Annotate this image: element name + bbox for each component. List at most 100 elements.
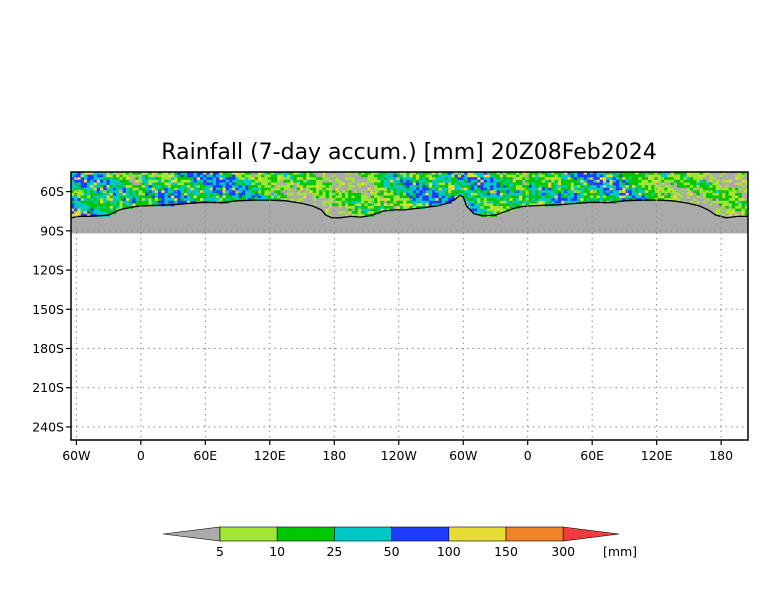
rainfall-cell — [557, 187, 562, 191]
rainfall-cell — [483, 195, 488, 199]
rainfall-cell — [435, 177, 439, 181]
rainfall-cell — [441, 190, 446, 194]
rainfall-cell — [361, 211, 365, 215]
rainfall-cell — [328, 174, 333, 178]
rainfall-cell — [425, 190, 430, 194]
rainfall-cell — [541, 174, 546, 178]
rainfall-cell — [425, 198, 430, 202]
antarctica-coastline — [70, 194, 748, 219]
rainfall-cell — [693, 172, 697, 175]
rainfall-cell — [251, 192, 256, 196]
rainfall-cell — [648, 174, 652, 178]
rainfall-cell — [377, 192, 381, 196]
rainfall-cell — [309, 185, 314, 189]
rainfall-cell — [586, 179, 591, 183]
rainfall-cell — [490, 172, 494, 175]
rainfall-cell — [83, 192, 88, 196]
rainfall-cell — [370, 198, 375, 202]
rainfall-cell — [735, 182, 739, 186]
rainfall-cell — [673, 177, 678, 181]
rainfall-cell — [593, 172, 597, 175]
rainfall-cell — [261, 190, 265, 194]
rainfall-cell — [580, 172, 584, 175]
rainfall-cell — [519, 182, 523, 186]
rainfall-cell — [351, 203, 356, 207]
rainfall-cell — [532, 203, 536, 207]
rainfall-cell — [474, 203, 478, 207]
rainfall-cell — [441, 174, 446, 178]
rainfall-cell — [87, 174, 91, 178]
rainfall-cell — [683, 185, 688, 189]
rainfall-cell — [493, 174, 497, 178]
rainfall-cell — [332, 206, 336, 209]
rainfall-cell — [341, 190, 346, 194]
rainfall-cell — [74, 195, 78, 199]
rainfall-cell — [328, 172, 333, 175]
rainfall-cell — [393, 172, 397, 175]
rainfall-cell — [309, 179, 314, 183]
rainfall-cell — [370, 179, 375, 183]
rainfall-cell — [80, 211, 85, 215]
rainfall-cell — [148, 187, 152, 191]
rainfall-cell — [174, 182, 178, 186]
rainfall-cell — [422, 203, 426, 207]
rainfall-cell — [522, 172, 526, 175]
rainfall-cell — [280, 177, 285, 181]
rainfall-cell — [699, 190, 704, 194]
rainfall-cell — [364, 192, 368, 196]
rainfall-cell — [135, 200, 140, 204]
rainfall-cell — [77, 172, 81, 175]
rainfall-cell — [219, 187, 223, 191]
rainfall-cell — [409, 187, 414, 191]
rainfall-cell — [709, 185, 713, 189]
rainfall-cell — [154, 192, 159, 196]
rainfall-cell — [477, 198, 481, 202]
rainfall-cell — [467, 198, 472, 202]
rainfall-cell — [499, 172, 504, 175]
rainfall-cell — [625, 187, 630, 191]
rainfall-cell — [312, 177, 317, 181]
rainfall-cell — [477, 208, 481, 212]
rainfall-cell — [322, 208, 327, 212]
rainfall-cell — [274, 179, 278, 183]
rainfall-cell — [93, 174, 98, 178]
rainfall-cell — [712, 190, 717, 194]
rainfall-cell — [548, 177, 552, 181]
rainfall-cell — [141, 179, 146, 183]
rainfall-cell — [190, 195, 194, 199]
rainfall-cell — [644, 182, 649, 186]
rainfall-cell — [638, 182, 642, 186]
rainfall-cell — [399, 182, 404, 186]
rainfall-cell — [219, 185, 223, 189]
rainfall-cell — [464, 179, 468, 183]
rainfall-cell — [661, 172, 665, 175]
rainfall-cell — [277, 172, 281, 175]
rainfall-cell — [328, 187, 333, 191]
rainfall-cell — [673, 174, 678, 178]
rainfall-cell — [319, 182, 323, 186]
rainfall-cell — [628, 185, 633, 189]
rainfall-cell — [261, 174, 265, 178]
rainfall-cell — [503, 187, 507, 191]
rainfall-cell — [477, 203, 481, 207]
rainfall-cell — [351, 192, 356, 196]
rainfall-cell — [499, 182, 504, 186]
rainfall-cell — [661, 195, 665, 199]
rainfall-cell — [557, 172, 562, 175]
rainfall-cell — [338, 213, 343, 217]
rainfall-cell — [90, 195, 94, 199]
rainfall-cell — [200, 190, 204, 194]
rainfall-cell — [728, 203, 733, 207]
rainfall-cell — [451, 174, 455, 178]
map-plot-area — [70, 171, 749, 441]
rainfall-cell — [103, 203, 107, 207]
rainfall-cell — [406, 200, 410, 204]
colorbar-segment — [162, 526, 221, 542]
rainfall-cell — [702, 195, 707, 199]
rainfall-cell — [464, 198, 468, 202]
rainfall-cell — [515, 177, 520, 181]
rainfall-cell — [467, 192, 472, 196]
rainfall-cell — [145, 203, 149, 207]
rainfall-cell — [699, 172, 704, 175]
rainfall-cell — [741, 198, 746, 202]
